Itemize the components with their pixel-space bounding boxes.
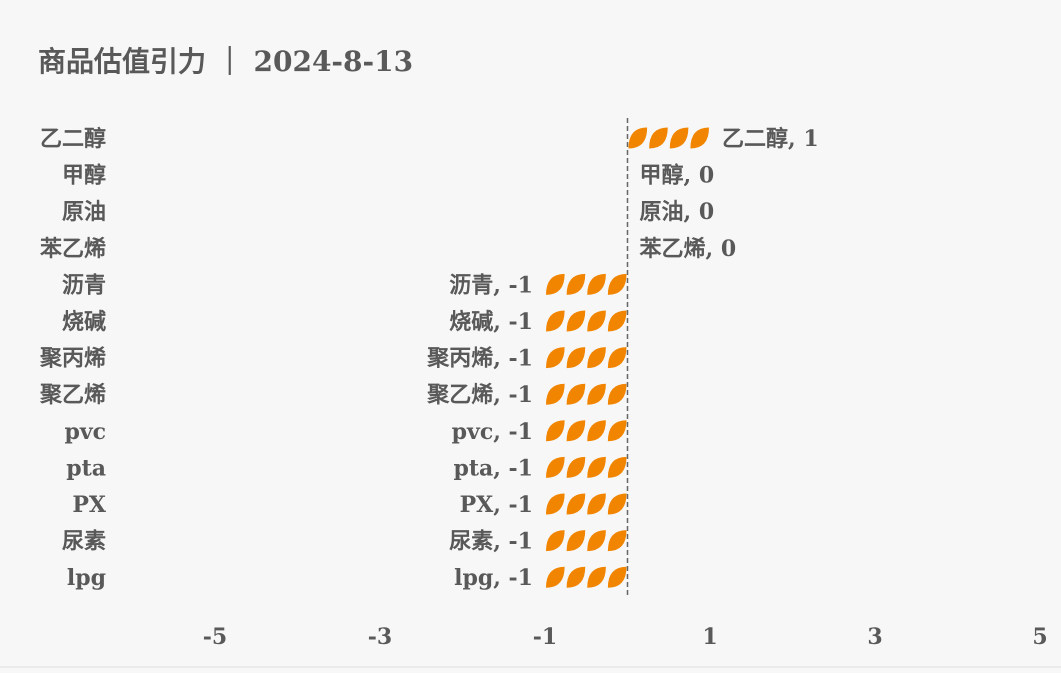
bar bbox=[546, 420, 627, 442]
x-tick-label: 3 bbox=[867, 624, 882, 650]
data-label: PX, -1 bbox=[460, 492, 533, 518]
leaf-icon bbox=[607, 420, 627, 442]
data-label: pvc, -1 bbox=[452, 419, 533, 445]
leaf-icon bbox=[607, 530, 627, 552]
leaf-icon bbox=[546, 310, 565, 332]
leaf-icon bbox=[587, 347, 606, 369]
leaf-icon bbox=[649, 127, 668, 149]
leaf-icon bbox=[566, 347, 586, 369]
data-label: 烧碱, -1 bbox=[449, 309, 533, 335]
leaf-icon bbox=[546, 456, 565, 478]
leaf-icon bbox=[546, 566, 565, 588]
leaf-icon bbox=[566, 273, 586, 295]
leaf-icon bbox=[546, 273, 565, 295]
bar bbox=[546, 456, 627, 478]
leaf-icon bbox=[587, 566, 606, 588]
category-label: 乙二醇 bbox=[40, 126, 106, 152]
leaf-icon bbox=[669, 127, 689, 149]
leaf-icon bbox=[587, 456, 606, 478]
leaf-icon bbox=[546, 530, 565, 552]
category-label: PX bbox=[72, 492, 107, 518]
leaf-icon bbox=[566, 310, 586, 332]
bar bbox=[546, 310, 627, 332]
data-label: pta, -1 bbox=[453, 455, 533, 481]
leaf-icon bbox=[607, 456, 627, 478]
category-label: 沥青 bbox=[62, 272, 106, 298]
x-tick-label: 1 bbox=[702, 624, 717, 650]
leaf-icon bbox=[607, 383, 627, 405]
data-labels: 乙二醇, 1 甲醇, 0 原油, 0 苯乙烯, 0 沥青, -1 烧碱, -1 聚丙烯, -… bbox=[426, 126, 818, 591]
chart-title: 商品估值引力 ｜ 2024-8-13 bbox=[38, 45, 413, 78]
category-label: 烧碱 bbox=[62, 309, 106, 335]
data-label: 尿素, -1 bbox=[449, 529, 533, 555]
x-tick-labels: -5 -3 -1 1 3 5 bbox=[203, 624, 1048, 650]
leaf-icon bbox=[546, 493, 565, 515]
x-tick-label: 5 bbox=[1032, 624, 1047, 650]
category-label: 甲醇 bbox=[62, 163, 106, 189]
category-label: 尿素 bbox=[62, 529, 106, 555]
leaf-icon bbox=[587, 273, 606, 295]
leaf-icon bbox=[546, 420, 565, 442]
data-label: 聚乙烯, -1 bbox=[426, 382, 533, 408]
data-label: 苯乙烯, 0 bbox=[639, 236, 737, 262]
leaf-icon bbox=[587, 383, 606, 405]
category-label: 聚乙烯 bbox=[39, 382, 106, 408]
category-label: 苯乙烯 bbox=[39, 236, 106, 262]
data-label: 沥青, -1 bbox=[449, 272, 533, 298]
leaf-icon bbox=[607, 273, 627, 295]
leaf-icon bbox=[546, 347, 565, 369]
category-label: lpg bbox=[67, 565, 106, 591]
leaf-icon bbox=[566, 456, 586, 478]
leaf-icon bbox=[587, 530, 606, 552]
leaf-icon bbox=[566, 383, 586, 405]
leaf-icon bbox=[566, 530, 586, 552]
leaf-icon bbox=[566, 420, 586, 442]
x-tick-label: -3 bbox=[368, 624, 392, 650]
category-label: pvc bbox=[64, 419, 106, 445]
leaf-icon bbox=[607, 310, 627, 332]
leaf-icon bbox=[628, 127, 648, 149]
data-label: lpg, -1 bbox=[454, 565, 533, 591]
x-tick-label: -1 bbox=[533, 624, 557, 650]
leaf-icon bbox=[566, 566, 586, 588]
leaf-icon bbox=[587, 420, 606, 442]
category-label: pta bbox=[66, 455, 106, 481]
leaf-icon bbox=[546, 383, 565, 405]
x-tick-label: -5 bbox=[203, 624, 227, 650]
bar bbox=[546, 530, 627, 552]
leaf-icon bbox=[607, 347, 627, 369]
leaf-icon bbox=[566, 493, 586, 515]
data-label: 乙二醇, 1 bbox=[722, 126, 819, 152]
leaf-icon bbox=[587, 493, 606, 515]
leaf-icon bbox=[607, 566, 627, 588]
bars bbox=[546, 127, 709, 588]
leaf-icon bbox=[690, 127, 709, 149]
category-label: 聚丙烯 bbox=[39, 346, 106, 372]
leaf-icon bbox=[587, 310, 606, 332]
bar bbox=[628, 127, 709, 149]
bar bbox=[546, 566, 627, 588]
bar bbox=[546, 347, 627, 369]
data-label: 甲醇, 0 bbox=[640, 163, 715, 189]
data-label: 原油, 0 bbox=[640, 199, 715, 225]
bar bbox=[546, 493, 627, 515]
category-label: 原油 bbox=[62, 199, 106, 225]
bar bbox=[546, 383, 627, 405]
data-label: 聚丙烯, -1 bbox=[426, 346, 533, 372]
bar bbox=[546, 273, 627, 295]
leaf-icon bbox=[607, 493, 627, 515]
